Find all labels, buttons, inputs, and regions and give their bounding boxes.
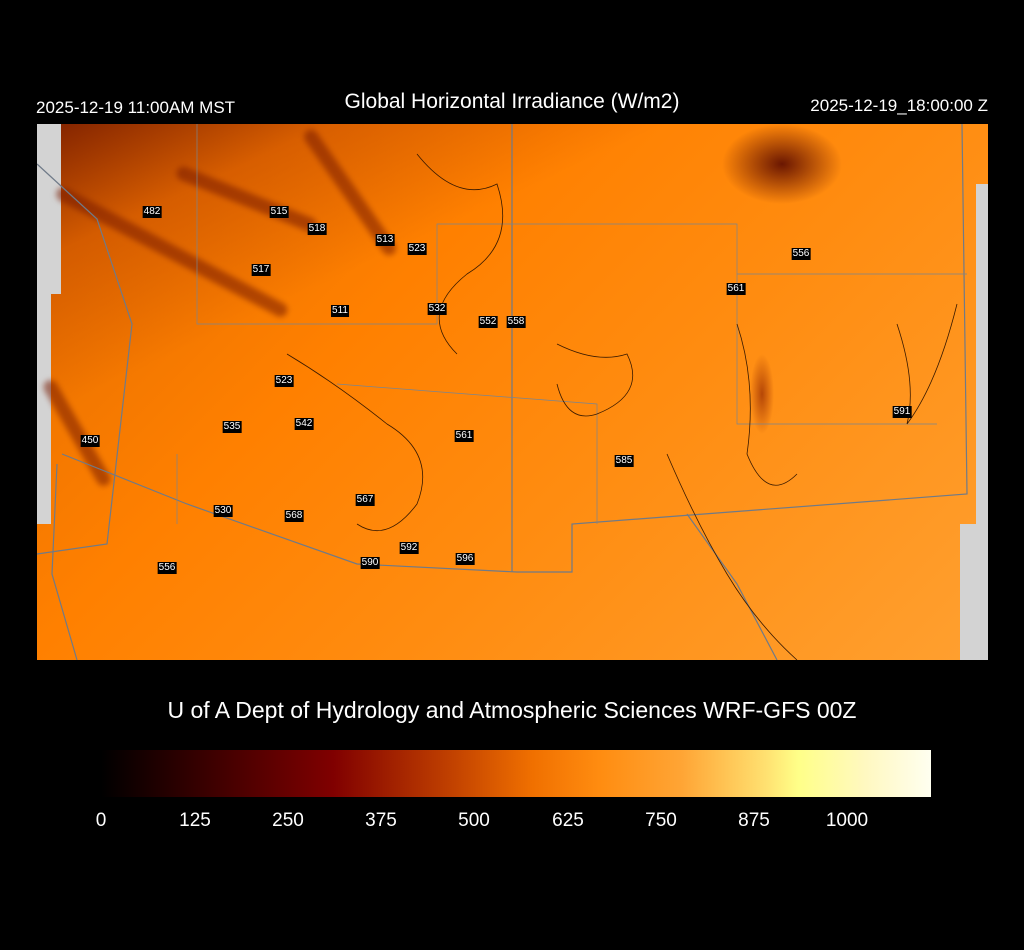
state-border [61,124,968,573]
value-label: 532 [427,303,447,315]
value-label: 568 [284,510,304,522]
value-label: 561 [454,430,474,442]
colorbar-tick: 750 [645,810,677,831]
value-label: 513 [375,234,395,246]
value-label: 518 [307,223,327,235]
terrain-contour [556,343,634,417]
value-label: 515 [269,206,289,218]
value-label: 523 [407,243,427,255]
value-label: 511 [331,305,349,317]
local-time: 2025-12-19 11:00AM MST [36,98,236,117]
colorbar-tick: 0 [95,810,107,831]
county-border [176,273,967,524]
value-label: 482 [142,206,162,218]
no-data-area [37,124,61,294]
no-data-area [960,524,988,660]
value-label: 592 [399,542,419,554]
value-label: 556 [791,248,811,260]
value-label: 561 [726,283,746,295]
value-label: 542 [294,418,314,430]
colorbar-tick: 250 [272,810,304,831]
colorbar-tick: 375 [365,810,397,831]
terrain-contour [666,453,798,660]
terrain-contour [286,353,424,532]
borders-layer [37,124,968,660]
value-label: 530 [213,505,233,517]
value-label: 585 [614,455,634,467]
value-label: 517 [251,264,271,276]
river [51,463,78,660]
no-data-area [37,294,51,524]
terrain-contour [736,323,798,486]
value-label: 567 [355,494,375,506]
colorbar-tick: 875 [738,810,770,831]
value-label: 552 [478,316,498,328]
valid-time: 2025-12-19_18:00:00 Z [810,96,988,115]
value-label: 556 [157,562,177,574]
value-label: 523 [274,375,294,387]
value-label: 535 [222,421,242,433]
colorbar [101,750,931,797]
map-title: Global Horizontal Irradiance (W/m2) [344,90,680,113]
colorbar-tick: 1000 [825,810,869,831]
credit-text: U of A Dept of Hydrology and Atmospheric… [167,697,857,723]
value-label: 558 [506,316,526,328]
river [686,513,778,660]
colorbar-tick: 625 [552,810,584,831]
irradiance-map: 482 515 518 513 523 517 511 532 552 558 … [37,124,988,660]
value-label: 591 [892,406,912,418]
colorbar-tick: 125 [179,810,211,831]
terrain-contour [896,303,958,425]
colorbar-tick: 500 [458,810,490,831]
value-label: 590 [360,557,380,569]
value-label: 450 [80,435,100,447]
county-border [196,124,937,425]
state-border [37,163,133,555]
value-label: 596 [455,553,475,565]
